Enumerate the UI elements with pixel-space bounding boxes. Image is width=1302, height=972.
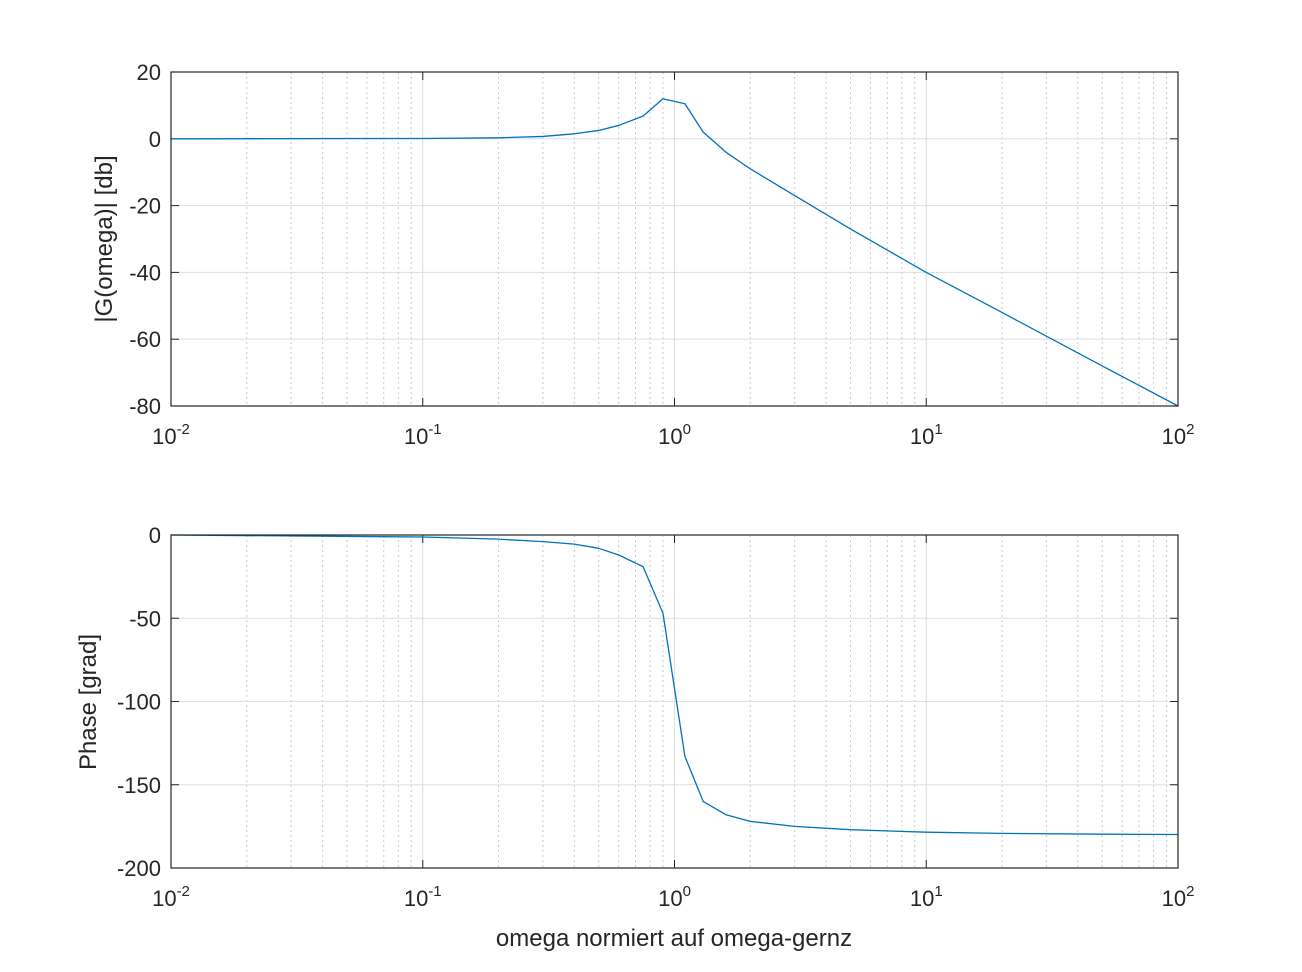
mag-y-tick-label: -60: [129, 327, 161, 352]
mag-x-tick-label: 102: [1162, 421, 1195, 449]
mag-series-line: [170, 98, 1179, 407]
phase-x-tick-label: 101: [910, 883, 943, 911]
phase-x-tick-label: 100: [658, 883, 691, 911]
phase-y-tick-label: -100: [117, 690, 161, 715]
mag-y-tick-label: 0: [149, 127, 161, 152]
mag-y-tick-label: -80: [129, 394, 161, 419]
mag-x-tick-label: 10-2: [152, 421, 190, 449]
phase-y-tick-label: -150: [117, 773, 161, 798]
mag-y-tick-label: 20: [137, 60, 161, 85]
mag-axes-box: [170, 71, 1179, 407]
phase-x-tick-label: 10-1: [404, 883, 442, 911]
y-axis-label-magnitude: |G(omega)| [db]: [91, 155, 118, 322]
mag-y-tick-label: -20: [129, 194, 161, 219]
phase-y-tick-label: -200: [117, 856, 161, 881]
y-axis-label-phase: Phase [grad]: [75, 634, 102, 770]
phase-y-tick-label: 0: [149, 523, 161, 548]
phase-y-tick-label: -50: [129, 606, 161, 631]
phase-x-tick-label: 102: [1162, 883, 1195, 911]
phase-x-tick-label: 10-2: [152, 883, 190, 911]
mag-x-tick-label: 100: [658, 421, 691, 449]
mag-y-tick-label: -40: [129, 260, 161, 285]
mag-x-tick-label: 10-1: [404, 421, 442, 449]
mag-x-tick-label: 101: [910, 421, 943, 449]
x-axis-label: omega normiert auf omega-gernz: [496, 925, 852, 952]
phase-series-line: [170, 534, 1179, 836]
phase-axes-box: [170, 534, 1179, 869]
